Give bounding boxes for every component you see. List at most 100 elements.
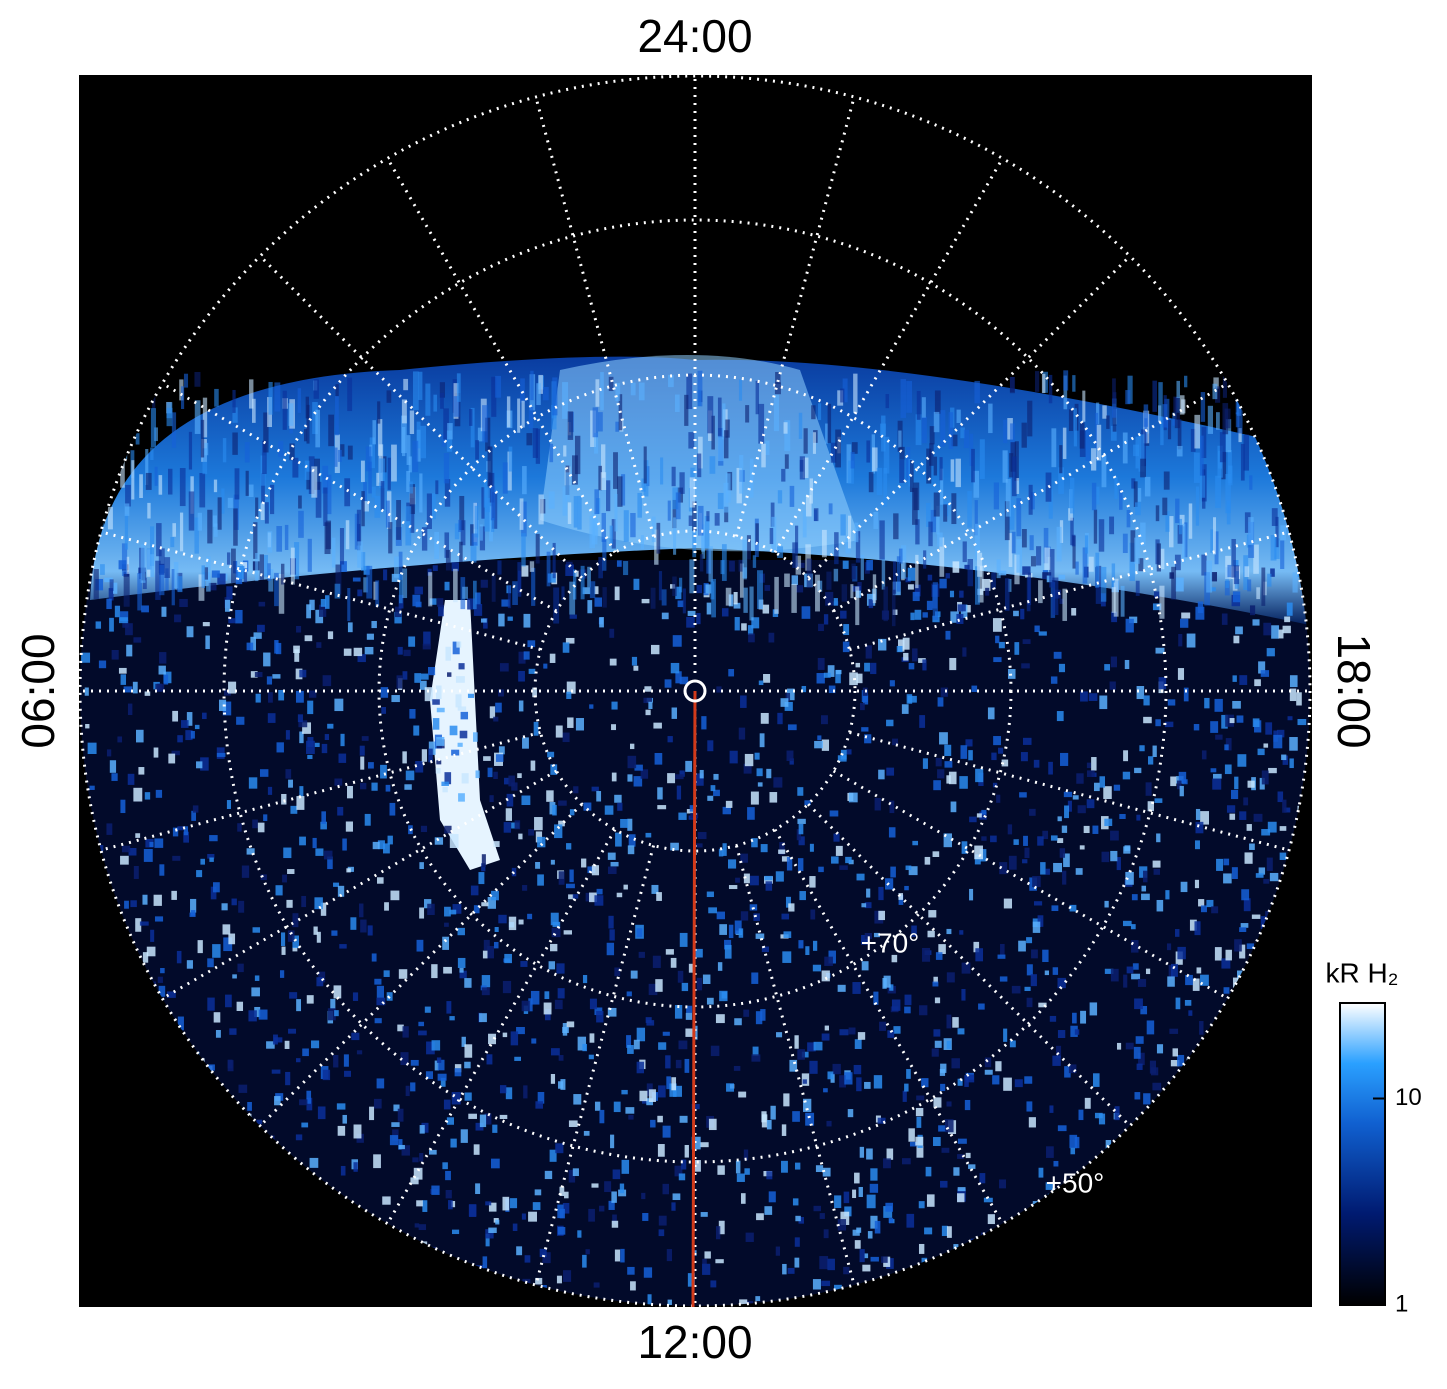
speckle [1023,835,1028,846]
speckle [723,482,729,513]
speckle [795,1215,801,1222]
speckle [1244,512,1251,533]
speckle [1091,757,1097,771]
speckle [474,505,479,538]
speckle [307,737,314,748]
speckle [897,639,905,652]
speckle [1008,533,1013,567]
speckle [725,587,732,606]
speckle [677,600,684,608]
speckle [966,1074,975,1083]
speckle [864,734,872,744]
speckle [667,773,676,784]
speckle [412,371,419,411]
speckle [784,573,790,588]
speckle [200,858,206,865]
speckle [1029,535,1034,551]
speckle [638,382,645,401]
speckle [615,421,619,432]
speckle [724,419,730,438]
speckle [607,852,616,860]
speckle [1110,656,1118,668]
speckle [480,618,487,623]
speckle [327,474,332,515]
speckle [946,972,955,983]
speckle [533,721,539,736]
speckle [617,476,623,507]
speckle [565,472,570,502]
speckle [1143,404,1149,427]
speckle [940,1083,946,1092]
speckle [741,623,747,631]
speckle [1084,1097,1091,1109]
speckle [869,1183,879,1193]
speckle [881,415,886,452]
speckle [862,1264,871,1272]
speckle [1134,998,1143,1010]
speckle [191,810,197,821]
speckle [943,833,953,848]
speckle [1070,477,1075,514]
speckle [853,1064,862,1075]
speckle [363,501,369,512]
speckle [1127,375,1133,404]
speckle [1109,681,1116,690]
speckle [137,573,142,611]
speckle [381,706,387,714]
speckle [512,1223,518,1231]
speckle [573,1094,582,1105]
speckle [950,459,955,482]
speckle [109,579,114,591]
speckle [927,574,933,581]
speckle [1214,531,1219,565]
speckle [347,377,353,412]
speckle [1092,825,1099,834]
speckle [521,400,525,428]
speckle [437,1059,445,1071]
speckle [273,1037,283,1043]
speckle [1226,805,1236,813]
speckle [183,373,189,388]
speckle [827,403,832,444]
speckle [1143,1093,1151,1105]
speckle [189,1307,194,1312]
speckle [926,502,931,527]
speckle [874,798,881,811]
speckle [1029,808,1036,816]
speckle [452,641,460,655]
speckle [557,1226,566,1235]
speckle [1051,905,1059,912]
speckle [207,1064,215,1071]
speckle [1050,676,1058,684]
speckle [1239,811,1247,820]
speckle [1185,974,1193,986]
speckle [202,397,208,438]
speckle [473,580,477,610]
speckle [303,429,308,442]
speckle [908,866,918,876]
speckle [974,380,980,404]
speckle [1214,947,1222,961]
speckle [596,791,602,802]
speckle [853,373,858,413]
speckle [678,1040,688,1050]
speckle [587,600,593,614]
speckle [812,432,816,454]
speckle [1234,939,1242,952]
speckle [514,820,521,830]
speckle [81,652,91,663]
speckle [835,429,841,468]
speckle [164,557,171,578]
speckle [1140,522,1146,546]
speckle [670,662,680,674]
speckle [486,1054,493,1065]
speckle [528,1211,537,1222]
speckle [868,472,874,493]
speckle [150,929,155,942]
speckle [224,689,231,696]
speckle [554,824,563,839]
speckle [1133,444,1140,457]
speckle [937,532,943,547]
speckle [1032,875,1041,888]
speckle [128,847,137,856]
